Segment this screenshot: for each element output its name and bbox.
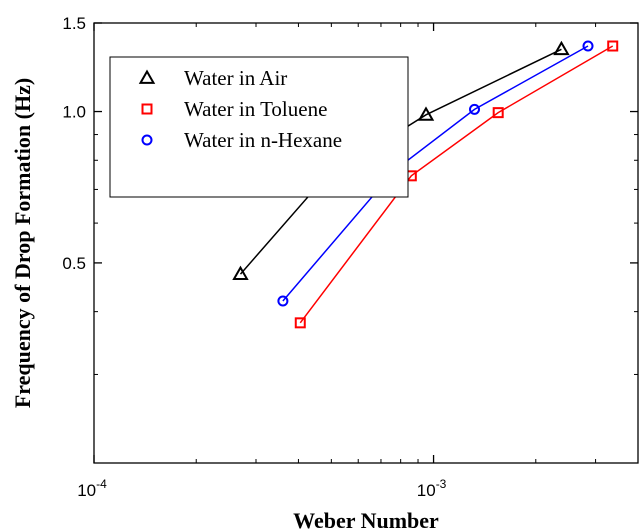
x-tick-label-base: 10	[417, 481, 436, 500]
legend-box	[109, 56, 409, 198]
x-tick-label-base: 10	[77, 481, 96, 500]
series-line	[299, 45, 614, 324]
legend-label: Water in Toluene	[184, 97, 327, 121]
legend-marker	[141, 103, 153, 115]
x-tick-label-exponent: -3	[436, 477, 447, 491]
legend-label: Water in Air	[184, 66, 287, 90]
x-axis-title: Weber Number	[293, 508, 439, 531]
x-tick-label-exponent: -4	[96, 477, 107, 491]
data-point	[294, 317, 306, 329]
legend-marker	[141, 134, 153, 146]
data-point	[232, 265, 249, 280]
legend-label: Water in n-Hexane	[184, 128, 342, 152]
data-point	[582, 40, 594, 52]
x-tick-label: 10-4	[77, 477, 107, 500]
data-point	[469, 103, 481, 115]
legend: Water in Air Water in Toluene Water in n-H…	[138, 66, 342, 152]
legend-marker	[138, 69, 156, 84]
data-point	[277, 295, 289, 307]
y-tick-label: 1.5	[62, 14, 86, 33]
y-tick-label: 1.0	[62, 103, 86, 122]
data-point	[417, 106, 435, 121]
axis-ticks: 10-4 10-30.51.01.5	[62, 14, 639, 500]
series-line	[282, 45, 589, 302]
data-point	[607, 40, 619, 52]
y-axis-title: Frequency of Drop Formation (Hz)	[10, 78, 35, 408]
data-point	[553, 40, 570, 56]
plot-frame	[93, 22, 639, 464]
y-tick-label: 0.5	[62, 254, 86, 273]
x-tick-label: 10-3	[417, 477, 447, 500]
data-point	[492, 107, 504, 119]
